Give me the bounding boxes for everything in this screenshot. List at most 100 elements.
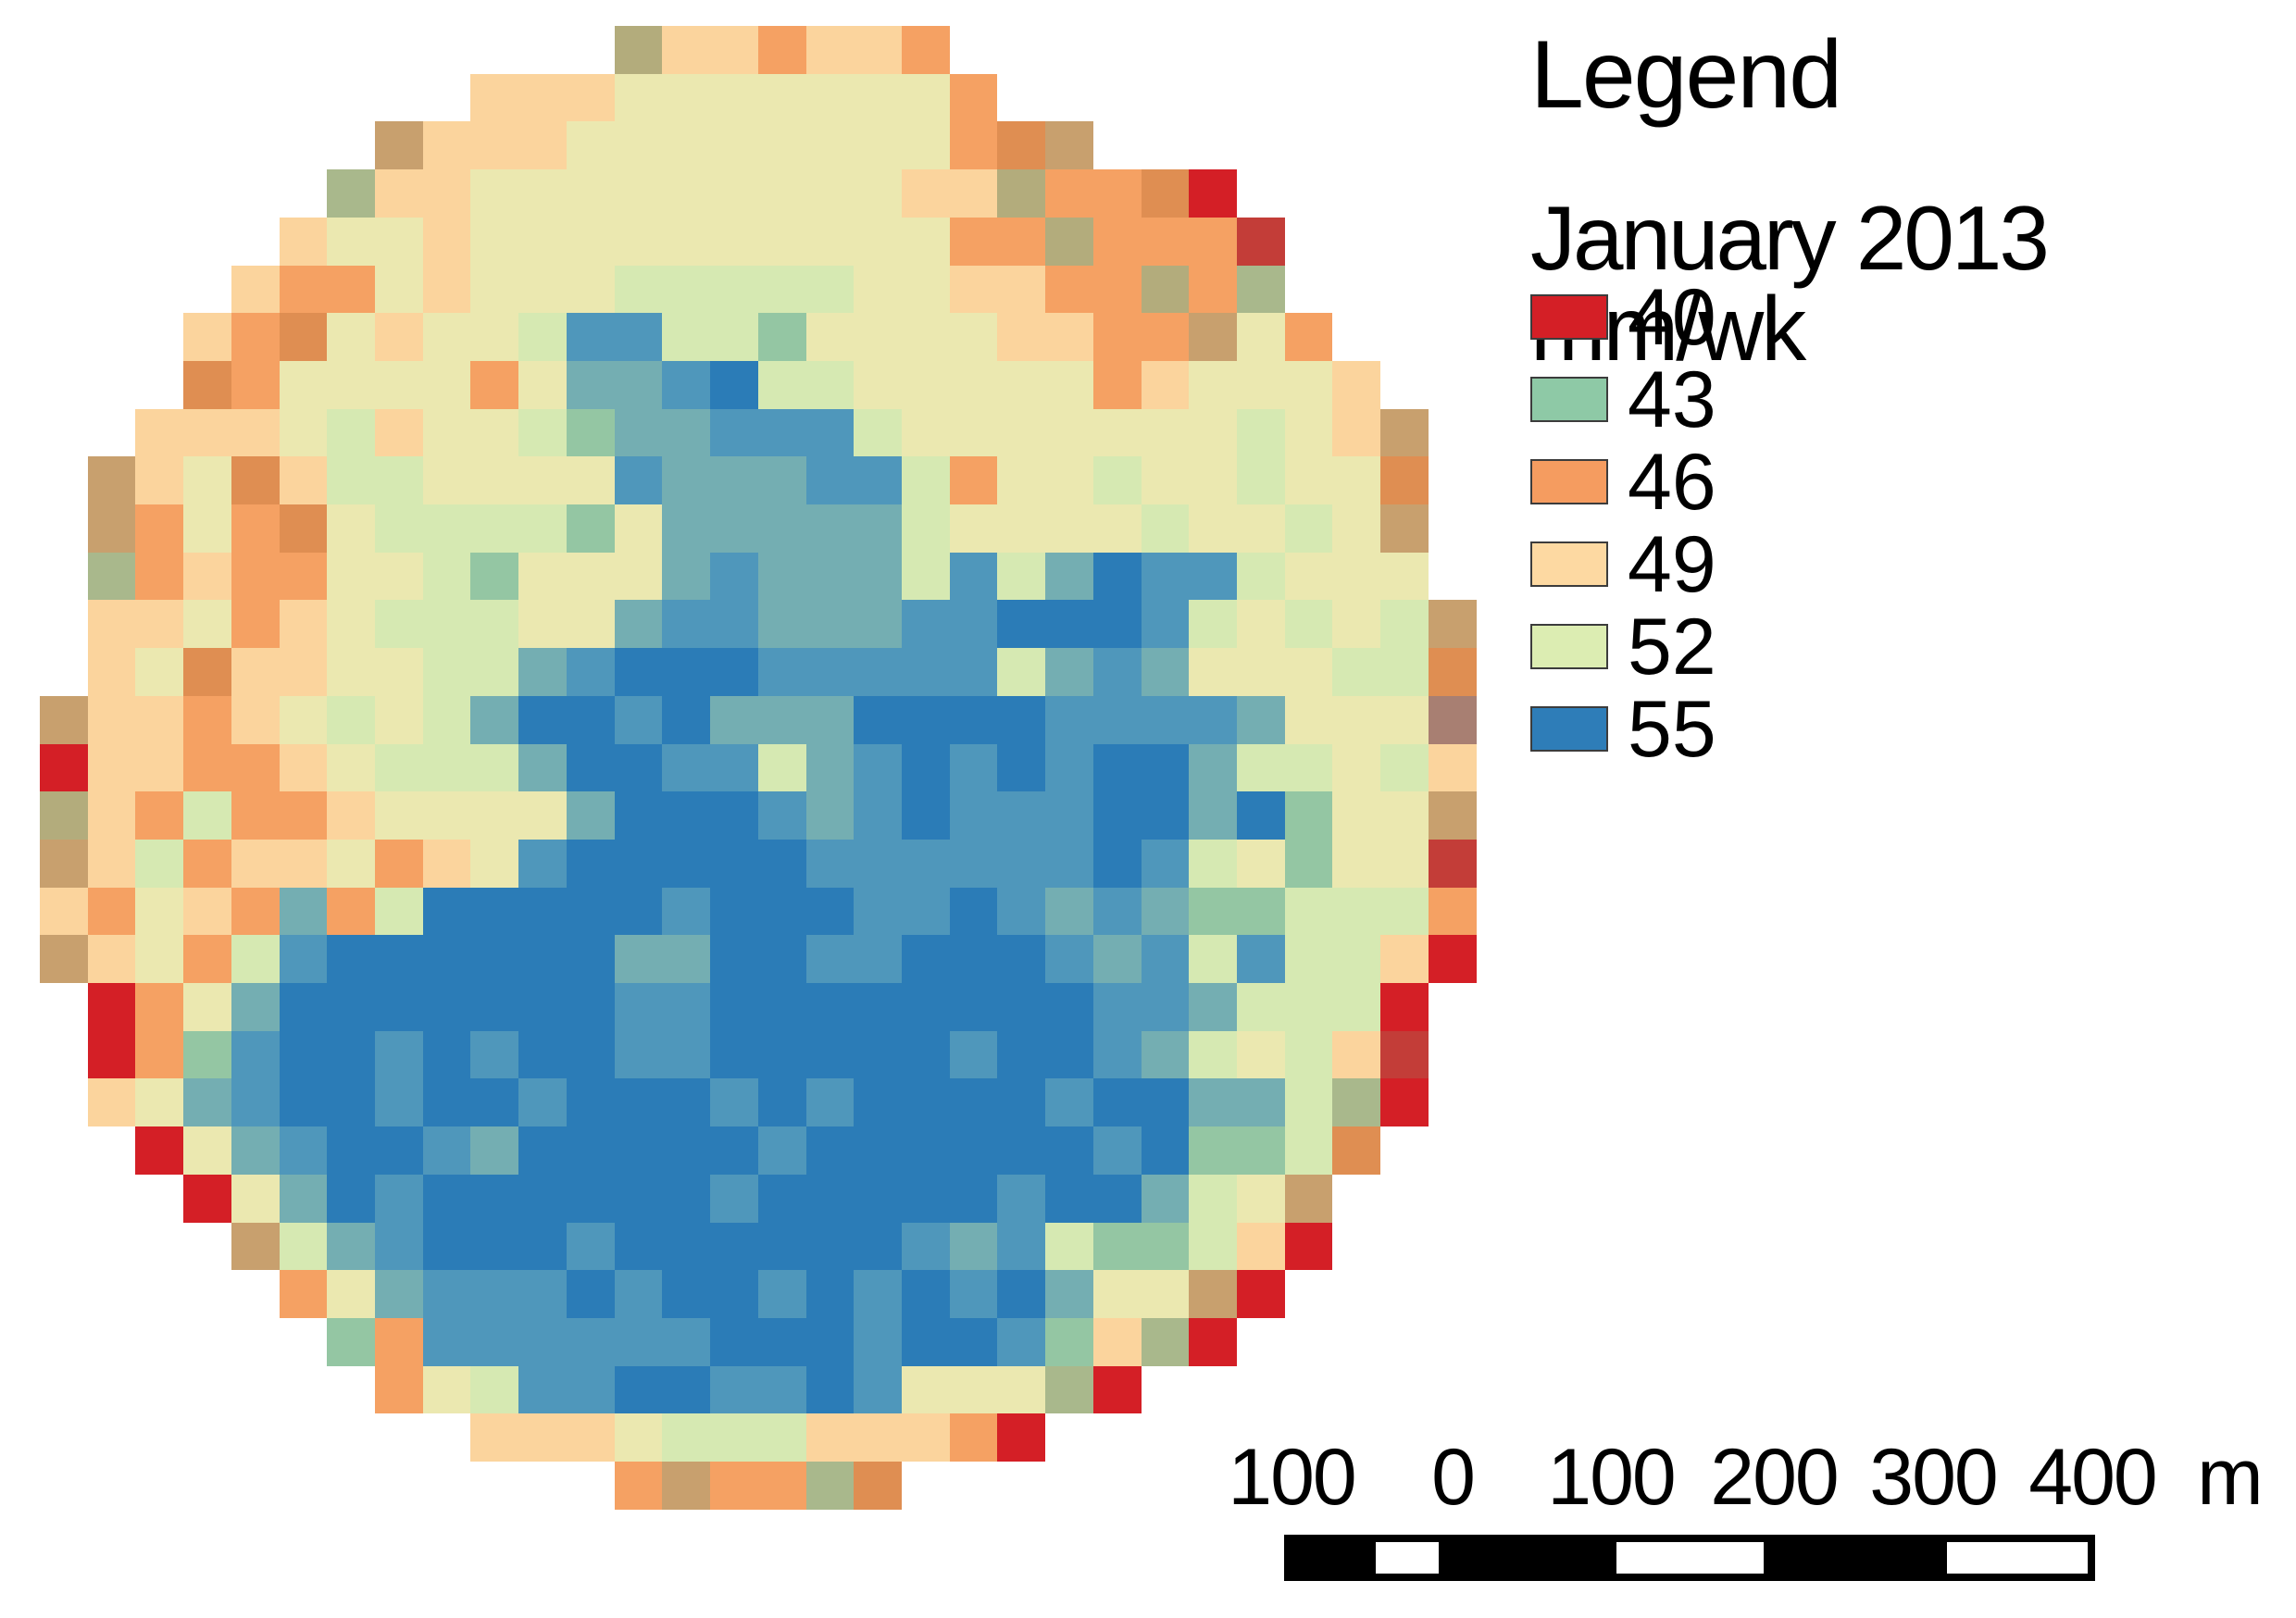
- raster-cell: [614, 1030, 663, 1079]
- raster-cell: [566, 695, 615, 744]
- raster-cell: [327, 552, 376, 601]
- raster-cell: [901, 648, 950, 696]
- raster-cell: [1141, 1030, 1190, 1079]
- raster-cell: [231, 1030, 280, 1079]
- raster-cell: [183, 552, 231, 601]
- raster-cell: [1284, 695, 1333, 744]
- raster-cell: [566, 935, 615, 984]
- raster-cell: [1236, 1126, 1285, 1175]
- raster-cell: [901, 552, 950, 601]
- raster-cell: [327, 169, 376, 218]
- raster-cell: [997, 360, 1046, 409]
- raster-cell: [949, 217, 998, 266]
- raster-cell: [757, 887, 806, 936]
- raster-cell: [901, 1078, 950, 1127]
- raster-empty-cell: [1093, 121, 1142, 169]
- raster-cell: [1045, 648, 1093, 696]
- raster-cell: [327, 695, 376, 744]
- raster-cell: [279, 743, 328, 792]
- raster-cell: [949, 648, 998, 696]
- raster-cell: [279, 456, 328, 505]
- raster-cell: [805, 1174, 855, 1223]
- raster-cell: [805, 408, 855, 457]
- scale-label: 0: [1431, 1433, 1476, 1522]
- raster-cell: [614, 217, 663, 266]
- raster-cell: [662, 1462, 711, 1510]
- raster-cell: [566, 743, 615, 792]
- raster-empty-cell: [231, 1413, 280, 1462]
- raster-cell: [997, 217, 1046, 266]
- raster-cell: [1189, 1317, 1237, 1366]
- raster-cell: [422, 1222, 471, 1271]
- raster-empty-cell: [1429, 1366, 1477, 1414]
- raster-cell: [375, 456, 423, 505]
- raster-cell: [279, 935, 328, 984]
- raster-cell: [1045, 935, 1093, 984]
- legend-title: Legend: [1530, 21, 1842, 129]
- raster-empty-cell: [183, 218, 231, 266]
- raster-cell: [901, 1174, 950, 1223]
- raster-cell: [375, 360, 423, 409]
- raster-empty-cell: [1332, 74, 1380, 122]
- raster-cell: [327, 648, 376, 696]
- raster-cell: [757, 1365, 806, 1414]
- raster-cell: [1189, 217, 1237, 266]
- raster-empty-cell: [1285, 266, 1333, 314]
- raster-empty-cell: [231, 1462, 280, 1510]
- raster-cell: [279, 1270, 328, 1318]
- raster-cell: [87, 983, 136, 1031]
- raster-cell: [183, 360, 231, 409]
- raster-cell: [854, 695, 902, 744]
- raster-empty-cell: [1237, 74, 1285, 122]
- raster-cell: [422, 504, 471, 553]
- raster-empty-cell: [1380, 1318, 1429, 1366]
- raster-empty-cell: [1332, 1270, 1380, 1318]
- raster-empty-cell: [1332, 121, 1380, 169]
- raster-cell: [375, 1078, 423, 1127]
- raster-cell: [1236, 743, 1285, 792]
- raster-cell: [375, 695, 423, 744]
- raster-cell: [231, 265, 280, 314]
- legend-swatch: [1530, 377, 1608, 422]
- raster-cell: [949, 600, 998, 649]
- raster-cell: [949, 408, 998, 457]
- raster-cell: [375, 265, 423, 314]
- legend-entry: 46: [1530, 442, 1716, 522]
- raster-cell: [854, 648, 902, 696]
- raster-cell: [997, 887, 1046, 936]
- legend-swatch: [1530, 706, 1608, 752]
- raster-cell: [614, 1365, 663, 1414]
- raster-cell: [1141, 839, 1190, 888]
- raster-cell: [231, 887, 280, 936]
- raster-empty-cell: [1237, 26, 1285, 74]
- raster-empty-cell: [88, 218, 136, 266]
- raster-cell: [854, 791, 902, 840]
- raster-cell: [997, 600, 1046, 649]
- raster-cell: [231, 1078, 280, 1127]
- raster-cell: [949, 360, 998, 409]
- legend-value: 43: [1628, 355, 1716, 444]
- raster-empty-cell: [1429, 313, 1477, 361]
- raster-empty-cell: [135, 1223, 183, 1271]
- raster-cell: [949, 1365, 998, 1414]
- raster-cell: [518, 887, 567, 936]
- raster-cell: [805, 791, 855, 840]
- raster-cell: [949, 1413, 998, 1462]
- raster-empty-cell: [231, 1270, 280, 1318]
- raster-cell: [1141, 695, 1190, 744]
- raster-cell: [135, 504, 184, 553]
- raster-cell: [135, 1030, 184, 1079]
- raster-cell: [757, 1030, 806, 1079]
- raster-cell: [135, 456, 184, 505]
- raster-cell: [231, 504, 280, 553]
- raster-cell: [470, 552, 519, 601]
- raster-empty-cell: [280, 1318, 328, 1366]
- raster-cell: [231, 695, 280, 744]
- raster-empty-cell: [997, 1462, 1045, 1510]
- raster-empty-cell: [88, 1413, 136, 1462]
- raster-cell: [183, 983, 231, 1031]
- raster-cell: [1189, 552, 1237, 601]
- raster-cell: [279, 1222, 328, 1271]
- raster-cell: [518, 648, 567, 696]
- raster-empty-cell: [375, 74, 423, 122]
